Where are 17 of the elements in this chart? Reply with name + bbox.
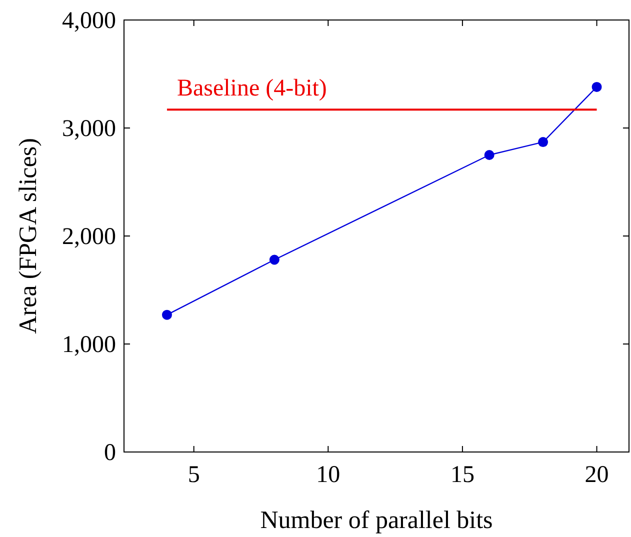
x-tick-label: 10: [316, 462, 340, 488]
y-tick-label: 0: [104, 440, 116, 466]
point: [269, 254, 280, 265]
y-axis-title: Area (FPGA slices): [15, 138, 42, 334]
point: [538, 137, 548, 148]
point: [162, 310, 172, 320]
y-tick-label: 2,000: [62, 224, 116, 250]
y-tick-label: 4,000: [62, 8, 116, 34]
series-label: Baseline (4-bit): [176, 76, 327, 102]
point: [592, 82, 602, 92]
x-tick-label: 5: [188, 462, 200, 488]
x-axis-title: Number of parallel bits: [260, 507, 493, 534]
point: [484, 150, 494, 160]
x-tick-label: 20: [584, 462, 609, 488]
y-tick-label: 1,000: [62, 332, 116, 358]
y-tick-label: 3,000: [62, 116, 116, 142]
x-tick-label: 15: [450, 462, 474, 488]
